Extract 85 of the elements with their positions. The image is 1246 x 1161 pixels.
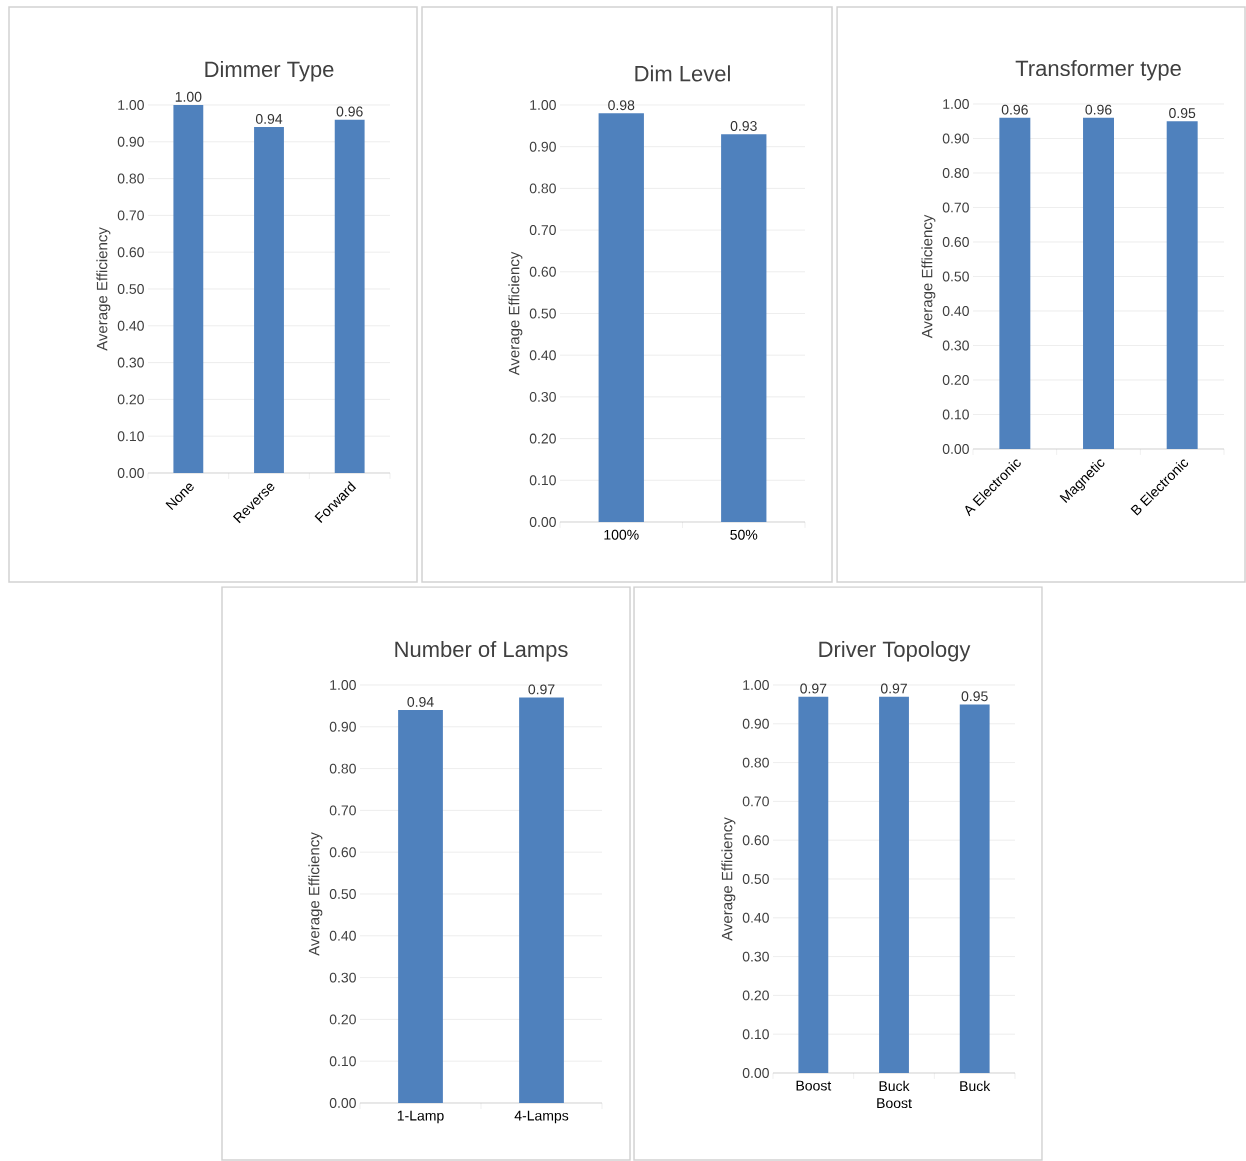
y-tick-label: 0.90 [329,721,356,732]
chart-title: Transformer type [1015,59,1181,81]
data-label: 0.97 [880,683,907,694]
data-label: 0.97 [528,684,555,695]
data-label: 0.93 [730,121,757,131]
y-tick-label: 0.80 [942,168,969,178]
x-tick-label: 100% [604,529,639,540]
y-tick-label: 0.10 [942,409,969,420]
chart-title: Dim Level [635,65,730,82]
y-axis-title: Average Efficiency [508,251,523,376]
y-tick-label: 1.00 [743,680,769,690]
y-tick-label: 0.40 [742,912,769,923]
y-axis-title: Average Efficiency [721,817,736,941]
y-tick-label: 0.30 [529,391,556,402]
x-tick-label: 4-Lamps [514,1110,569,1124]
y-tick-label: 0.70 [117,210,144,221]
y-tick-label: 0.00 [329,1098,356,1108]
y-tick-label: 0.50 [942,271,969,282]
y-tick-label: 1.00 [943,99,969,109]
y-tick-label: 0.80 [529,183,556,194]
data-label: 0.95 [961,691,988,702]
data-label: 0.98 [608,100,635,111]
y-tick-label: 0.80 [329,763,356,774]
y-tick-label: 0.20 [942,375,969,385]
y-tick-label: 0.00 [529,517,556,527]
y-tick-label: 0.10 [117,431,144,442]
y-tick-label: 0.50 [117,284,144,294]
data-label: 0.96 [1085,104,1112,115]
y-tick-label: 1.00 [330,680,356,690]
data-label: 1.00 [175,91,202,102]
y-axis-title: Average Efficiency [96,227,111,351]
y-tick-label: 0.70 [942,202,969,213]
y-tick-label: 0.10 [529,475,556,486]
y-tick-label: 0.60 [117,247,144,258]
y-tick-label: 1.00 [530,100,556,110]
y-tick-label: 0.70 [529,225,556,236]
y-tick-label: 0.80 [742,757,769,768]
y-tick-label: 0.50 [529,308,556,319]
y-tick-label: 0.00 [742,1068,769,1078]
data-label: 0.96 [1001,104,1028,115]
y-tick-label: 0.90 [529,141,556,152]
y-tick-label: 0.40 [329,930,356,941]
y-tick-label: 0.10 [742,1029,769,1040]
y-tick-label: 0.60 [329,847,356,858]
y-tick-label: 0.20 [117,394,144,405]
y-axis-title: Average Efficiency [921,214,936,339]
y-tick-label: 0.90 [742,718,769,729]
y-tick-label: 0.50 [329,889,356,899]
y-tick-label: 0.20 [742,990,769,1001]
chart-title: Dimmer Type [205,60,334,82]
x-tick-label: 50% [730,529,758,540]
y-tick-label: 0.70 [329,805,356,816]
y-tick-label: 0.00 [942,444,969,454]
y-tick-label: 0.50 [742,874,769,884]
y-axis-title: Average Efficiency [308,832,323,956]
data-label: 0.96 [336,106,363,117]
y-tick-label: 0.80 [117,173,144,184]
y-tick-label: 1.00 [118,100,144,110]
chart-title: Driver Topology [819,640,971,662]
y-tick-label: 0.60 [529,266,556,277]
y-tick-label: 0.30 [942,340,969,351]
y-tick-label: 0.90 [117,136,144,147]
y-tick-label: 0.20 [529,433,556,444]
data-label: 0.97 [800,683,827,694]
y-tick-label: 0.30 [117,357,144,368]
y-tick-label: 0.10 [329,1056,356,1067]
y-tick-label: 0.00 [117,468,144,478]
x-tick-label: Boost [796,1080,832,1091]
y-tick-label: 0.90 [942,133,969,144]
y-tick-label: 0.40 [117,320,144,331]
y-tick-label: 0.40 [529,350,556,361]
y-tick-label: 0.70 [742,796,769,807]
y-tick-label: 0.60 [742,835,769,846]
data-label: 0.95 [1169,108,1196,119]
chart-title: Number of Lamps [395,640,568,662]
x-tick-label: Buck [960,1080,991,1092]
data-label: 0.94 [255,113,283,124]
x-tick-label: Buck Boost [877,1080,912,1109]
y-tick-label: 0.30 [742,951,769,962]
y-tick-label: 0.40 [942,306,969,316]
x-tick-label: 1-Lamp [397,1110,444,1124]
y-tick-label: 0.20 [329,1014,356,1025]
y-tick-label: 0.60 [942,237,969,247]
data-label: 0.94 [407,696,434,707]
y-tick-label: 0.30 [329,972,356,983]
